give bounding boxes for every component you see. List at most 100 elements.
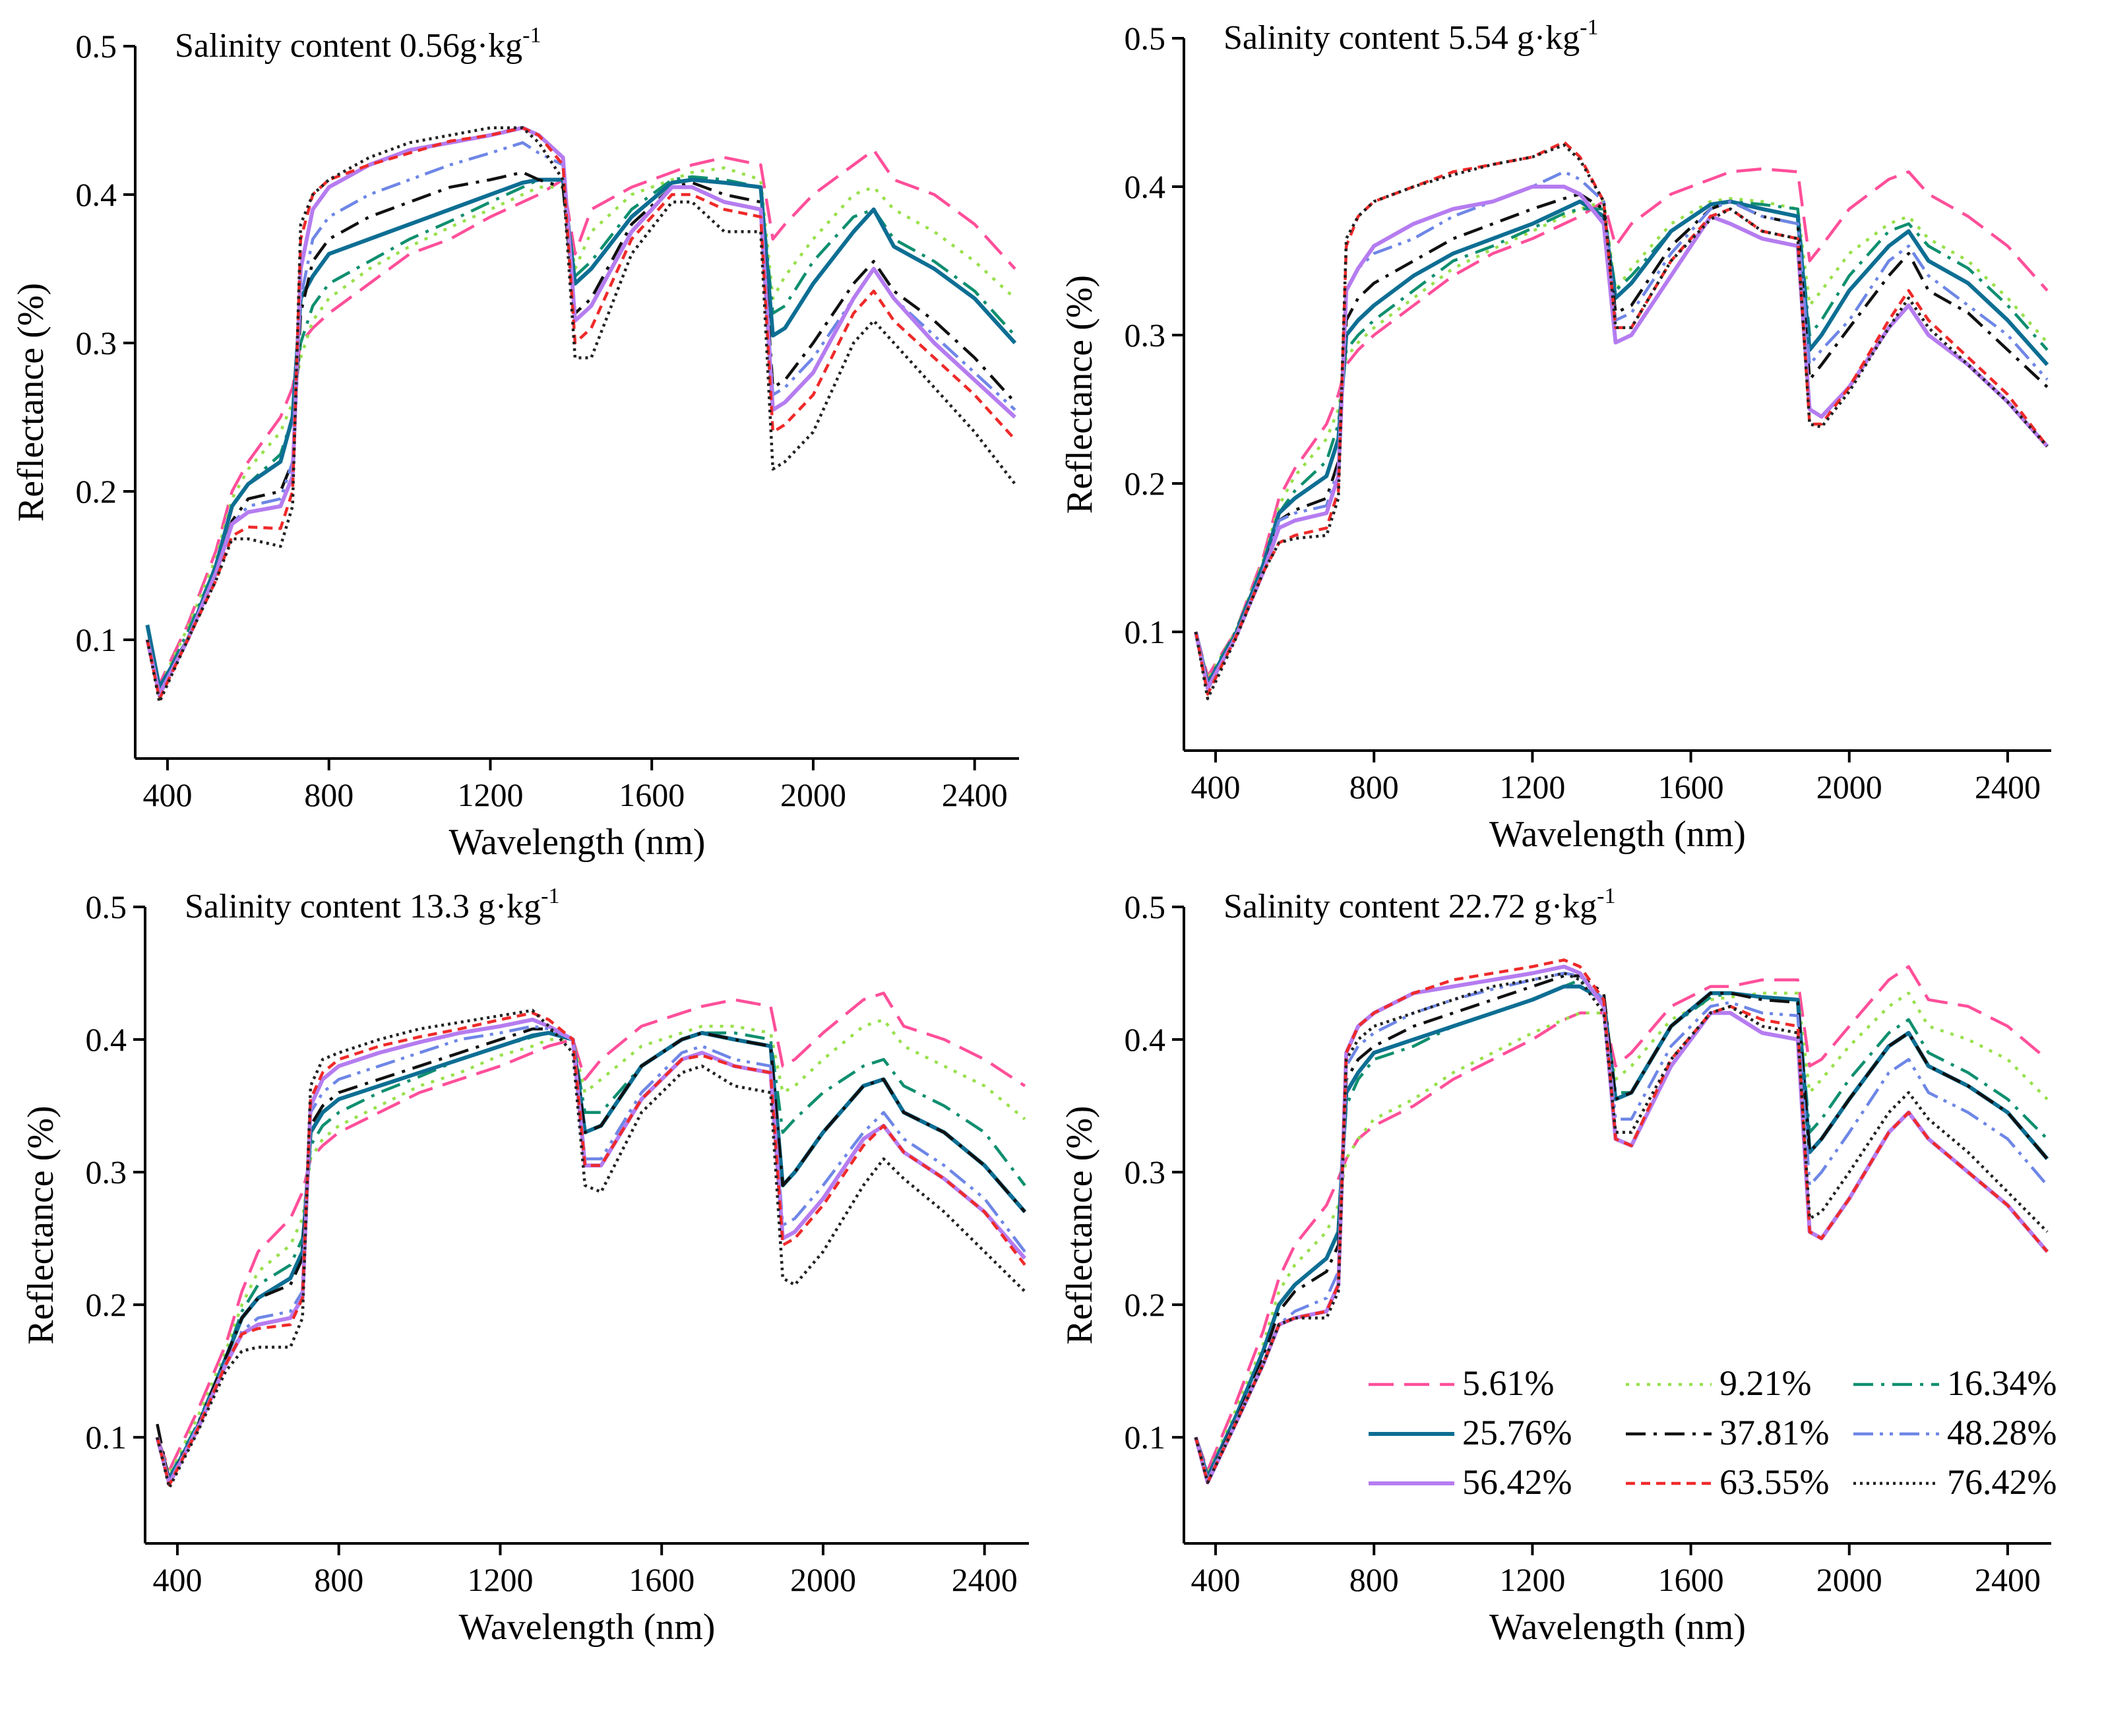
- series-line-9-21pct: [1194, 991, 2049, 1476]
- y-tick-label: 0.3: [1125, 317, 1166, 354]
- series-line-63-55pct: [1194, 140, 2049, 696]
- series-line-37-81pct: [146, 171, 1016, 698]
- x-tick-label: 2400: [1975, 1561, 2041, 1598]
- legend-label: 9.21%: [1719, 1363, 1811, 1403]
- legend-label: 63.55%: [1719, 1462, 1829, 1502]
- series-line-48-28pct: [146, 141, 1016, 695]
- legend-label: 37.81%: [1719, 1413, 1829, 1452]
- series-line-16-34pct: [146, 175, 1016, 692]
- series-line-56-42pct: [1194, 964, 2049, 1485]
- y-tick-label: 0.5: [1125, 888, 1166, 925]
- series-line-5-61pct: [1194, 965, 2049, 1472]
- y-tick-label: 0.1: [86, 1419, 127, 1456]
- x-tick-label: 2000: [780, 776, 846, 813]
- series-line-9-21pct: [156, 1018, 1026, 1476]
- x-tick-label: 1600: [629, 1561, 695, 1598]
- y-tick-label: 0.4: [76, 176, 117, 213]
- series-line-63-55pct: [146, 126, 1016, 701]
- y-tick-label: 0.3: [76, 325, 117, 361]
- series-line-25-76pct: [1194, 984, 2049, 1479]
- series-line-37-81pct: [1194, 193, 2049, 690]
- series-line-63-55pct: [1194, 958, 2049, 1484]
- y-axis-title: Reflectance (%): [1059, 275, 1100, 514]
- x-tick-label: 1200: [1499, 768, 1565, 805]
- x-tick-label: 400: [142, 776, 192, 813]
- y-tick-label: 0.3: [86, 1154, 127, 1191]
- legend-label: 48.28%: [1947, 1413, 2057, 1452]
- y-tick-label: 0.4: [1125, 168, 1166, 205]
- y-tick-label: 0.2: [76, 473, 117, 510]
- y-tick-label: 0.5: [86, 888, 127, 925]
- y-axis-title: Reflectance (%): [1059, 1105, 1100, 1344]
- x-tick-label: 400: [1191, 768, 1241, 805]
- series-line-76-42pct: [1194, 972, 2049, 1484]
- x-axis-title: Wavelength (nm): [1489, 1607, 1746, 1648]
- series-line-25-76pct: [145, 177, 1017, 689]
- series-line-76-42pct: [146, 126, 1016, 704]
- x-tick-label: 1600: [1658, 768, 1724, 805]
- y-tick-label: 0.2: [86, 1286, 127, 1323]
- x-tick-label: 1200: [467, 1561, 533, 1598]
- series-line-5-61pct: [156, 991, 1026, 1472]
- series-line-76-42pct: [156, 1008, 1026, 1489]
- panel-title: Salinity content 5.54 g·kg-1: [1223, 15, 1599, 57]
- x-tick-label: 800: [304, 776, 354, 813]
- legend-label: 16.34%: [1947, 1363, 2057, 1403]
- series-line-56-42pct: [1194, 185, 2049, 691]
- panel-title: Salinity content 13.3 g·kg-1: [185, 884, 560, 925]
- x-tick-label: 2400: [942, 776, 1008, 813]
- panel-title: Salinity content 0.56g·kg-1: [175, 23, 541, 65]
- x-tick-label: 400: [152, 1561, 202, 1598]
- y-tick-label: 0.4: [86, 1021, 127, 1058]
- chart-panel-3: 0.1 0.2 0.3 0.4 0.5 400 800 1200 1600 2000 2400 Wav…: [20, 884, 1029, 1648]
- x-axis-title: Wavelength (nm): [459, 1607, 716, 1648]
- series-line-48-28pct: [1194, 170, 2049, 690]
- y-tick-label: 0.2: [1125, 1286, 1166, 1323]
- series-line-37-81pct: [1194, 974, 2049, 1481]
- legend-label: 56.42%: [1462, 1462, 1572, 1502]
- x-tick-label: 400: [1191, 1561, 1241, 1598]
- chart-panel-2: 0.1 0.2 0.3 0.4 0.5 400 800 1200 1600 2000 2400 Wav…: [1059, 15, 2051, 855]
- chart-panel-4: 0.1 0.2 0.3 0.4 0.5 400 800 1200 1600 2000 2400 Wav…: [1059, 884, 2051, 1648]
- y-tick-label: 0.2: [1125, 465, 1166, 502]
- legend: 5.61% 9.21% 16.34% 25.76% 37.81% 48.28% 56.42%…: [1369, 1363, 2057, 1502]
- y-tick-label: 0.3: [1125, 1154, 1166, 1191]
- x-tick-label: 2400: [1975, 768, 2041, 805]
- y-tick-label: 0.4: [1125, 1021, 1166, 1058]
- series-line-56-42pct: [155, 1017, 1027, 1486]
- series-line-16-34pct: [156, 1031, 1026, 1479]
- x-tick-label: 1200: [1499, 1561, 1565, 1598]
- x-axis-title: Wavelength (nm): [1489, 814, 1746, 855]
- y-tick-label: 0.1: [76, 621, 117, 658]
- series-line-9-21pct: [1194, 197, 2049, 681]
- x-tick-label: 800: [1349, 768, 1399, 805]
- series-line-25-76pct: [155, 1031, 1027, 1482]
- x-tick-label: 1200: [457, 776, 523, 813]
- y-axis-title: Reflectance (%): [11, 283, 51, 522]
- legend-label: 5.61%: [1462, 1363, 1554, 1403]
- legend-label: 76.42%: [1947, 1462, 2057, 1502]
- y-tick-label: 0.1: [1125, 613, 1166, 650]
- x-tick-label: 2000: [1816, 768, 1882, 805]
- chart-panel-1: 0.1 0.2 0.3 0.4 0.5 400 800 1200 1600 2000 2400 Wav…: [11, 23, 1019, 863]
- panel-title: Salinity content 22.72 g·kg-1: [1223, 884, 1616, 925]
- x-tick-label: 800: [1349, 1561, 1399, 1598]
- x-tick-label: 1600: [1658, 1561, 1724, 1598]
- y-tick-label: 0.1: [1125, 1419, 1166, 1456]
- x-tick-label: 1600: [619, 776, 685, 813]
- y-tick-label: 0.5: [1125, 20, 1166, 57]
- x-tick-label: 2000: [790, 1561, 856, 1598]
- legend-label: 25.76%: [1462, 1413, 1572, 1452]
- series-line-56-42pct: [145, 125, 1016, 697]
- y-axis-title: Reflectance (%): [20, 1105, 61, 1344]
- x-tick-label: 2400: [952, 1561, 1018, 1598]
- y-tick-label: 0.5: [76, 28, 117, 65]
- series-line-63-55pct: [156, 1011, 1026, 1487]
- x-tick-label: 2000: [1816, 1561, 1882, 1598]
- series-line-48-28pct: [1194, 972, 2049, 1481]
- x-axis-title: Wavelength (nm): [449, 822, 706, 863]
- series-line-9-21pct: [146, 166, 1016, 689]
- x-tick-label: 800: [314, 1561, 363, 1598]
- series-line-76-42pct: [1194, 143, 2049, 700]
